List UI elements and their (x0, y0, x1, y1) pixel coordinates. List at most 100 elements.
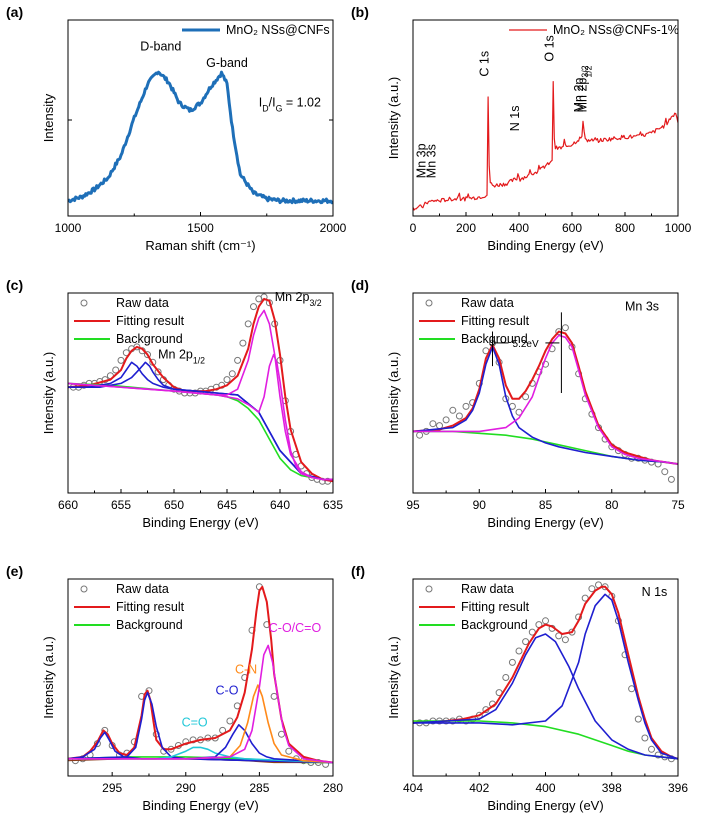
data-point (223, 376, 231, 384)
panel-a: (a) 1000 1500 2000 Raman shift (cm⁻¹) Intensi… (6, 4, 347, 253)
series-line-mn-3s-component-a (413, 346, 678, 465)
x-axis-label: Binding Energy (eV) (487, 798, 603, 813)
legend-label: Background (461, 332, 528, 346)
annotation: 5.2eV (513, 339, 539, 350)
series-line-fitting-result (68, 585, 333, 764)
data-point (628, 685, 636, 693)
annotation: C-N (235, 663, 257, 677)
data-point (634, 715, 642, 723)
annotation: C=O (182, 716, 208, 730)
data-point (239, 339, 247, 347)
plot-area (68, 293, 333, 485)
series-line-mn-2p3-2-component-b (68, 353, 333, 481)
annotation: Mn 2p1/2 (575, 65, 593, 112)
y-axis-label: Intensity (a.u.) (386, 352, 401, 434)
data-point (449, 406, 457, 414)
x-axis-label: Binding Energy (eV) (487, 238, 603, 253)
data-point (667, 475, 675, 483)
data-point (416, 431, 424, 439)
legend-marker (425, 299, 433, 307)
data-point (244, 320, 252, 328)
panel-label: (c) (6, 277, 23, 293)
raw-data-markers (416, 324, 675, 483)
data-point (133, 343, 141, 351)
legend-label: Fitting result (461, 600, 530, 614)
legend-marker (80, 585, 88, 593)
data-point (462, 402, 470, 410)
x-tick-label: 640 (270, 498, 290, 512)
panel-f: (f) 404 402 400 398 396 Binding Energy (eV) Int… (351, 563, 688, 813)
x-tick-label: 655 (111, 498, 131, 512)
annotation: Mn 3s (424, 144, 438, 178)
panel-c: (c) 660 655 650 645 640 635 Binding Energy (eV)… (6, 277, 343, 530)
data-point (588, 585, 596, 593)
data-point (581, 594, 589, 602)
data-point (455, 412, 463, 420)
x-tick-label: 800 (615, 221, 635, 235)
x-tick-label: 75 (671, 498, 685, 512)
legend-label: Raw data (461, 296, 514, 310)
x-tick-label: 90 (473, 498, 487, 512)
legend-label: Background (461, 618, 528, 632)
data-point (112, 366, 120, 374)
x-tick-label: 400 (509, 221, 529, 235)
data-point (429, 420, 437, 428)
legend: Raw data Fitting result Background (74, 582, 185, 632)
legend-marker (80, 299, 88, 307)
data-point (226, 717, 234, 725)
data-point (522, 638, 530, 646)
legend-label: Fitting result (116, 600, 185, 614)
annotation: C-O/C=O (269, 621, 322, 635)
y-axis-label: Intensity (a.u.) (41, 352, 56, 434)
annotation: ID/IG = 1.02 (259, 96, 321, 114)
x-tick-label: 80 (605, 498, 619, 512)
x-tick-label: 280 (323, 781, 343, 795)
data-point (154, 368, 162, 376)
panel-e: (e) 295 290 285 280 Binding Energy (eV) Intens… (6, 563, 343, 813)
x-tick-label: 1000 (665, 221, 692, 235)
x-tick-label: 285 (249, 781, 269, 795)
panel-label: (f) (351, 563, 365, 579)
x-tick-label: 295 (102, 781, 122, 795)
data-point (508, 658, 516, 666)
series-line-fitting-result (68, 297, 333, 483)
x-tick-label: 402 (469, 781, 489, 795)
data-point (436, 422, 443, 430)
data-point (182, 738, 190, 746)
series-line-fitting-result (413, 585, 678, 760)
y-axis-label: Intensity (a.u.) (386, 636, 401, 718)
data-point (515, 647, 523, 655)
x-tick-label: 600 (562, 221, 582, 235)
series-line-n-1s-component-398-2 (413, 593, 678, 760)
data-point (234, 356, 242, 364)
x-tick-label: 0 (410, 221, 417, 235)
legend: Raw data Fitting result Background (74, 296, 185, 346)
legend: MnO₂ NSs@CNFs-1% (509, 23, 679, 37)
series-line-c-1s-peak-292-6 (68, 691, 333, 764)
annotation: Mn 2p1/2 (158, 347, 205, 365)
y-axis-label: Intensity (a.u.) (386, 77, 401, 159)
data-point (189, 736, 197, 744)
annotation: Mn 3p (415, 143, 429, 178)
data-point (522, 393, 530, 401)
data-point (117, 356, 125, 364)
panel-label: (e) (6, 563, 23, 579)
legend-label: Raw data (116, 296, 169, 310)
y-axis-label: Intensity (41, 93, 56, 142)
data-point (144, 351, 151, 359)
annotation: C-O (216, 684, 239, 698)
data-point (285, 747, 293, 755)
series-line-mno-nss-cnfs (68, 70, 333, 205)
legend: MnO₂ NSs@CNFs (182, 23, 330, 37)
y-axis-label: Intensity (a.u.) (41, 636, 56, 718)
data-point (542, 617, 549, 625)
x-tick-label: 396 (668, 781, 688, 795)
legend-label: Background (116, 618, 183, 632)
panel-label: (d) (351, 277, 369, 293)
series-line-mn-3s-component-b (413, 334, 678, 465)
legend: Raw data Fitting result Background (419, 296, 530, 346)
data-point (648, 745, 655, 753)
panel-d: (d) 95 90 85 80 75 Binding Energy (eV) Intensit… (351, 277, 685, 530)
panel-b: (b) 0 200 400 600 800 1000 Binding Energy (eV) I… (351, 4, 692, 253)
legend-label: Fitting result (461, 314, 530, 328)
